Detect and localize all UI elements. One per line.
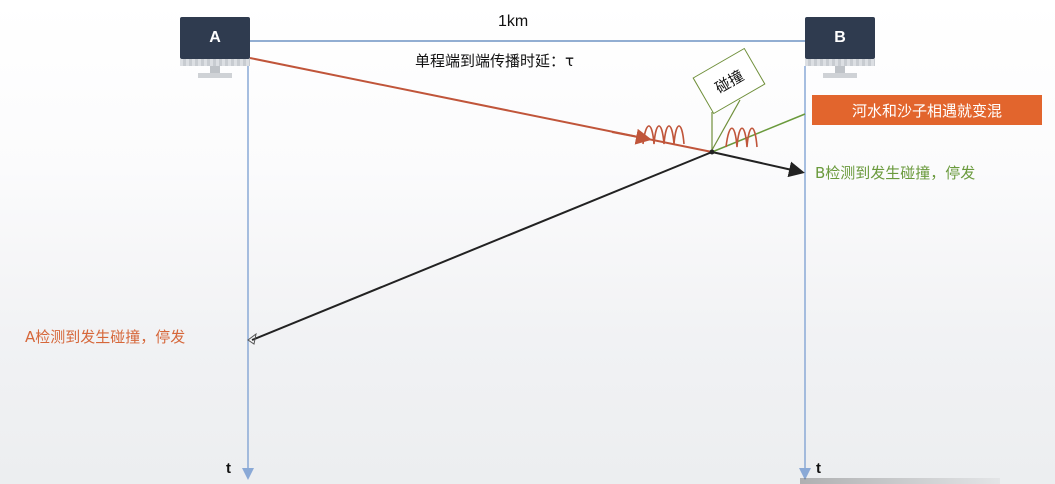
signal-wave-b-icon (725, 127, 758, 148)
collision-end-mark-icon (247, 332, 257, 345)
signal-a-arrow (611, 128, 652, 145)
station-a-label: A (180, 17, 250, 59)
analogy-note: 河水和沙子相遇就变混 (812, 95, 1042, 125)
caption-strip-fragment (800, 478, 1000, 484)
station-b-label: B (805, 17, 875, 59)
propagation-delay-label: 单程端到端传播时延：τ (415, 52, 575, 70)
analogy-note-label: 河水和沙子相遇就变混 (851, 101, 1002, 120)
station-a-computer-icon: A (180, 17, 250, 81)
b-detect-collision-label: B检测到发生碰撞，停发 (815, 164, 976, 182)
a-detect-collision-label: A检测到发生碰撞，停发 (25, 328, 186, 346)
collision-pointer-2 (711, 99, 741, 151)
time-axis-b-label: t (816, 460, 821, 477)
collision-point (709, 149, 715, 155)
collision-label: 碰撞 (711, 66, 747, 97)
time-axis-a-label: t (226, 460, 231, 477)
station-b-computer-icon: B (805, 17, 875, 81)
green-pointer-line (711, 113, 806, 153)
signal-b-line (251, 151, 713, 341)
signal-to-b-line (711, 151, 805, 178)
distance-label: 1km (498, 13, 529, 30)
signal-wave-a-icon (642, 125, 685, 145)
